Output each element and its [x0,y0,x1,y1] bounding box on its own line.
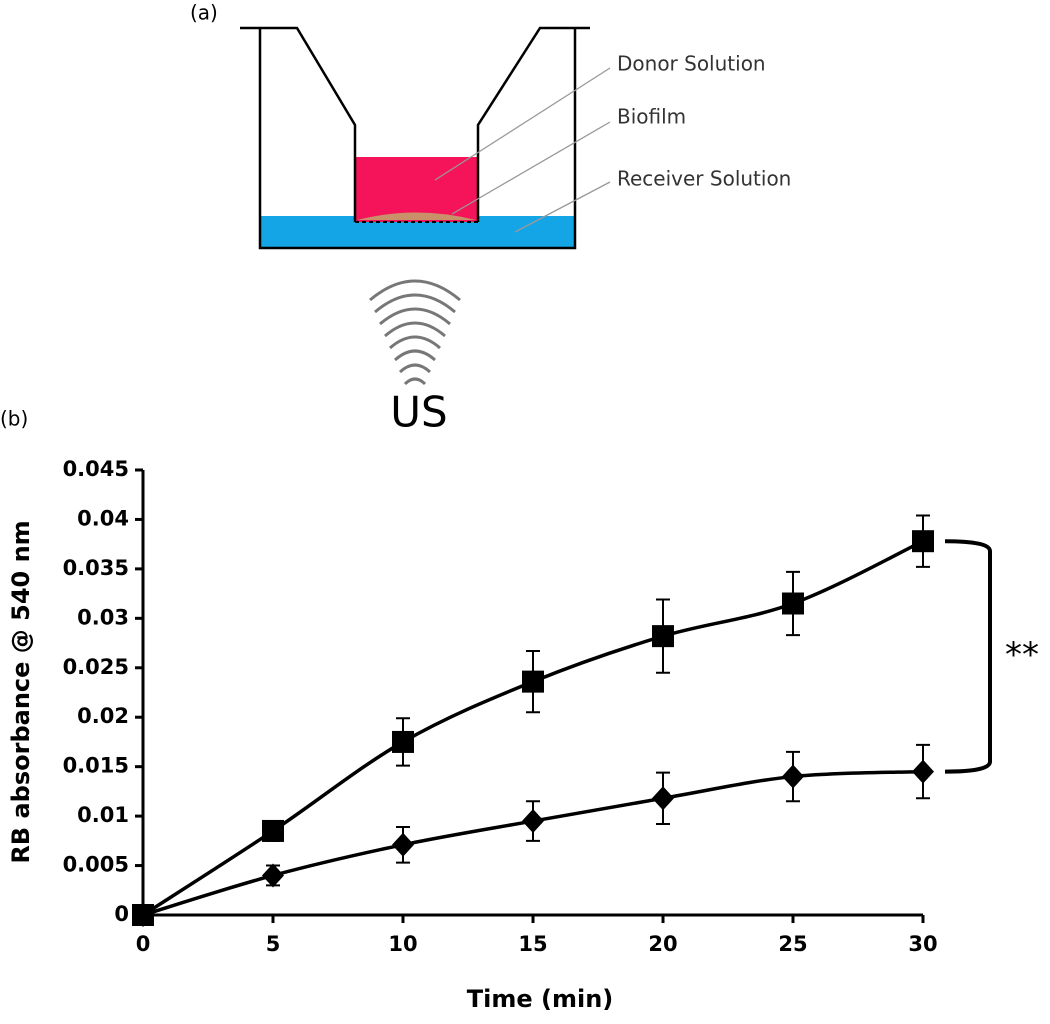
plot: 0 0.005 0.01 0.015 0.02 0.025 0.03 0.035 0.04 0.0… [63,457,1039,956]
y-tick-label: 0.025 [63,655,129,679]
insert-right [476,26,590,222]
y-tick-label: 0.005 [63,853,129,877]
ultrasound-waves [369,279,461,386]
insert-left [240,26,357,222]
marker-square [782,592,804,615]
marker-square [912,530,934,553]
marker-diamond [782,764,804,789]
label-donor: Donor Solution [617,52,766,76]
x-tick-label: 15 [518,932,547,956]
donor-fill [355,157,478,222]
panel-label: (a) [190,1,218,25]
label-receiver: Receiver Solution [617,167,791,191]
y-tick-label: 0.01 [77,803,129,827]
label-biofilm: Biofilm [617,105,686,129]
biofilm-fill [357,212,476,220]
y-tick-label: 0.03 [77,605,129,629]
marker-diamond [912,759,934,784]
marker-square [522,670,544,693]
series-line [142,539,924,917]
marker-square [262,819,284,842]
label-us: US [390,388,447,437]
y-tick-label: 0.02 [77,704,129,728]
marker-diamond [392,832,414,857]
y-tick-label: 0.045 [63,457,129,481]
panel-label: (b) [0,407,28,431]
y-tick-label: 0.04 [77,506,129,530]
leader-line [451,121,611,215]
marker-diamond [262,863,284,888]
significance-label: ** [1005,635,1039,675]
marker-square [392,730,414,753]
x-tick-label: 5 [266,932,281,956]
marker-square [652,625,674,648]
significance-bracket [944,539,992,774]
x-tick-label: 0 [136,932,151,956]
marker-diamond [132,903,154,927]
y-tick-label: 0.015 [63,754,129,778]
series-line [142,769,924,917]
x-tick-label: 10 [388,932,417,956]
marker-diamond [522,809,544,834]
x-tick-label: 30 [908,932,937,956]
y-tick-label: 0.035 [63,556,129,580]
marker-diamond [652,786,674,811]
y-axis-title: RB absorbance @ 540 nm [7,520,35,863]
leader-line [434,67,611,181]
y-tick-label: 0 [114,902,129,926]
well [258,28,577,250]
x-tick-label: 20 [648,932,677,956]
leader-line [514,181,611,233]
x-tick-label: 25 [778,932,807,956]
well-diagram [240,26,611,386]
x-axis-title: Time (min) [467,985,614,1013]
